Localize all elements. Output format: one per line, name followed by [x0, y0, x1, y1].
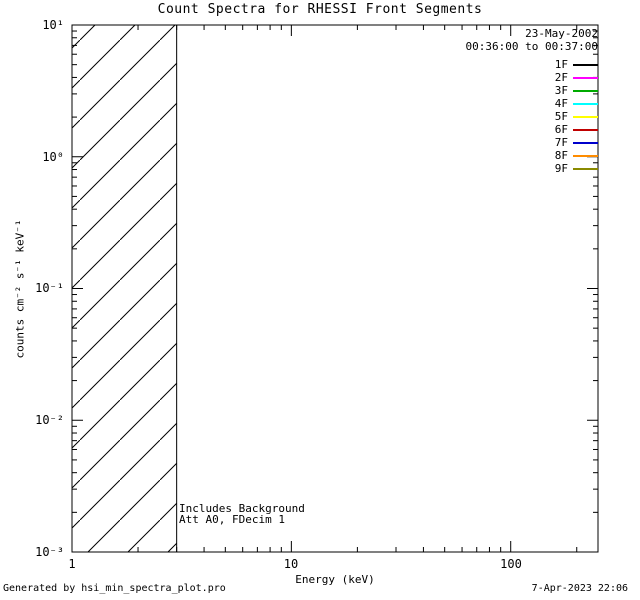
legend-entry: 5F: [466, 110, 598, 123]
legend-entry-label: 9F: [554, 161, 568, 175]
legend-entry-label: 1F: [554, 57, 568, 71]
annotation-attenuator-state: Att A0, FDecim 1: [179, 513, 285, 526]
legend-date: 23-May-2002: [525, 27, 598, 40]
footer-render-timestamp: 7-Apr-2023 22:06: [531, 583, 628, 594]
legend-entry-label: 8F: [554, 148, 568, 162]
y-tick-label: 10⁻¹: [35, 281, 64, 295]
legend-entry-label: 4F: [554, 96, 568, 110]
legend-entry: 8F: [466, 149, 598, 162]
x-axis-label: Energy (keV): [295, 573, 375, 586]
legend-line-swatch: [573, 102, 598, 105]
y-tick-label: 10¹: [42, 18, 64, 32]
legend-entry-label: 7F: [554, 135, 568, 149]
y-tick-label: 10⁻²: [35, 413, 64, 427]
legend-entry-label: 6F: [554, 122, 568, 136]
y-tick-label: 10⁻³: [35, 545, 64, 559]
legend-entry-label: 3F: [554, 83, 568, 97]
x-tick-label: 1: [68, 557, 76, 571]
legend-line-swatch: [573, 115, 598, 118]
legend-entry: 9F: [466, 162, 598, 175]
x-tick-label: 10: [283, 557, 299, 571]
legend-line-swatch: [573, 128, 598, 131]
background-hatch-region: [72, 25, 177, 552]
legend: 23-May-2002 00:36:00 to 00:37:00 1F 2F 3…: [466, 28, 598, 175]
legend-line-swatch: [573, 63, 598, 66]
legend-entry: 6F: [466, 123, 598, 136]
legend-entry: 1F: [466, 58, 598, 71]
legend-entry: 2F: [466, 71, 598, 84]
legend-line-swatch: [573, 76, 598, 79]
x-tick-label: 100: [500, 557, 522, 571]
plot-title: Count Spectra for RHESSI Front Segments: [157, 2, 483, 17]
legend-line-swatch: [573, 167, 598, 170]
legend-time-range: 00:36:00 to 00:37:00: [465, 40, 598, 53]
legend-entry: 3F: [466, 84, 598, 97]
legend-line-swatch: [573, 89, 598, 92]
legend-line-swatch: [573, 141, 598, 144]
annotation-includes-background: Includes Background: [179, 502, 305, 515]
legend-entry: 7F: [466, 136, 598, 149]
footer-generated-by: Generated by hsi_min_spectra_plot.pro: [3, 583, 226, 594]
legend-entry-label: 5F: [554, 109, 568, 123]
legend-line-swatch: [573, 154, 598, 157]
y-tick-label: 10⁰: [42, 150, 64, 164]
legend-entry: 4F: [466, 97, 598, 110]
legend-entry-label: 2F: [554, 70, 568, 84]
